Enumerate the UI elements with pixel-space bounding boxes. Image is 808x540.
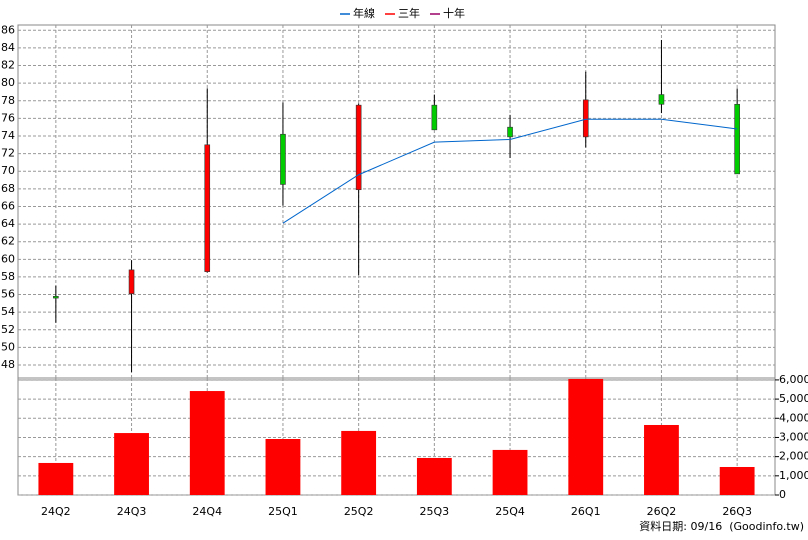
price-panel [17, 24, 776, 381]
y-tick-label: 62 [1, 235, 15, 248]
candle-body [582, 99, 589, 138]
candle-body [431, 104, 438, 131]
x-tick-label: 24Q3 [117, 505, 147, 518]
y-tick-label: 68 [1, 182, 15, 195]
x-tick-label: 25Q2 [344, 505, 374, 518]
y-tick-label: 52 [1, 323, 15, 336]
y-tick-label: 86 [1, 23, 15, 36]
y2-tick-label: 1,000 [779, 469, 808, 482]
y2-tick-label: 2,000 [779, 450, 808, 463]
x-tick-label: 24Q2 [41, 505, 71, 518]
legend-label: 十年 [443, 6, 465, 20]
x-tick-label: 26Q2 [647, 505, 677, 518]
y-tick-label: 72 [1, 147, 15, 160]
volume-bar [644, 424, 679, 495]
y2-tick-label: 4,000 [779, 411, 808, 424]
y2-tick-label: 0 [779, 488, 786, 501]
y-tick-label: 54 [1, 305, 15, 318]
x-tick-label: 26Q3 [722, 505, 752, 518]
y2-tick-label: 5,000 [779, 392, 808, 405]
y-tick-label: 66 [1, 199, 15, 212]
footer: 資料日期: 09/16 (Goodinfo.tw) [639, 519, 804, 533]
candle-body [53, 296, 59, 299]
volume-bar [341, 430, 377, 495]
x-tick-label: 26Q1 [571, 505, 601, 518]
volume-bar [416, 457, 452, 495]
volume-bar [265, 438, 301, 495]
y-tick-label: 56 [1, 288, 15, 301]
candle-body [128, 269, 135, 294]
candle-body [734, 103, 740, 175]
volume-bar [38, 462, 74, 495]
volume-bar [568, 378, 604, 495]
volume-bar [492, 449, 528, 495]
candle-body [507, 126, 513, 138]
y2-tick-label: 6,000 [779, 373, 808, 386]
y-tick-label: 76 [1, 111, 15, 124]
y-tick-label: 84 [1, 41, 15, 54]
y-tick-label: 74 [1, 129, 15, 142]
y-tick-label: 80 [1, 76, 15, 89]
candle-body [355, 104, 362, 191]
x-tick-label: 25Q4 [495, 505, 525, 518]
volume-bar [719, 466, 755, 495]
y-tick-label: 70 [1, 164, 15, 177]
y2-tick-label: 3,000 [779, 430, 808, 443]
x-tick-label: 25Q1 [268, 505, 298, 518]
y-tick-label: 50 [1, 340, 15, 353]
volume-panel [17, 377, 776, 496]
y-tick-label: 58 [1, 270, 15, 283]
y-tick-label: 82 [1, 59, 15, 72]
y-tick-label: 78 [1, 94, 15, 107]
volume-bar [189, 391, 225, 495]
y-tick-label: 48 [1, 358, 15, 371]
candle-body [280, 133, 286, 185]
volume-bar [114, 433, 149, 495]
x-tick-label: 25Q3 [420, 505, 450, 518]
candle-body [204, 144, 211, 272]
candle-body [658, 94, 665, 105]
legend-label: 年線 [353, 6, 375, 20]
y-tick-label: 60 [1, 252, 15, 265]
legend-label: 三年 [398, 6, 420, 20]
x-tick-label: 24Q4 [192, 505, 222, 518]
y-tick-label: 64 [1, 217, 15, 230]
line-series [282, 118, 738, 224]
